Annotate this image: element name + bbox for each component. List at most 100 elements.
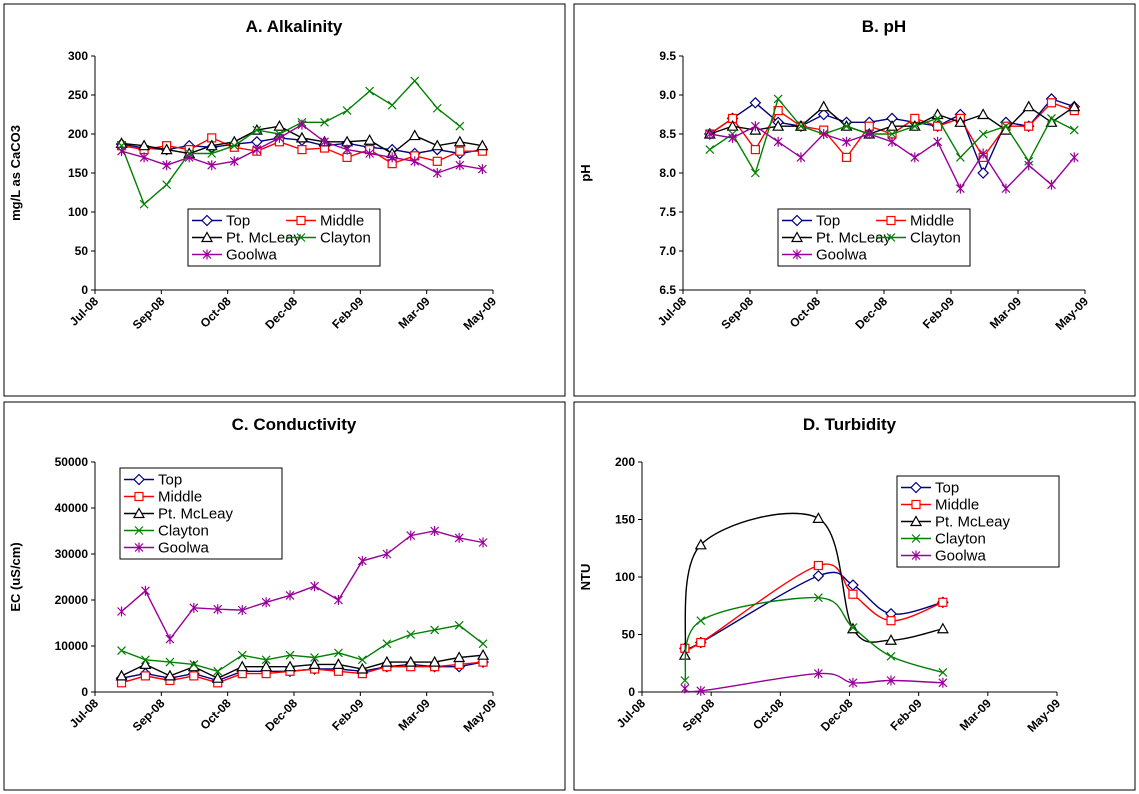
marker <box>848 589 858 599</box>
marker <box>1001 183 1011 194</box>
marker <box>455 121 465 131</box>
marker <box>886 616 896 626</box>
marker <box>455 160 465 171</box>
marker <box>1046 98 1057 108</box>
marker <box>705 129 715 139</box>
legend-label: Pt. McLeay <box>935 514 1011 531</box>
marker <box>261 655 271 665</box>
marker <box>1068 100 1081 112</box>
marker <box>773 136 783 147</box>
y-axis-title: EC (uS/cm) <box>8 542 23 611</box>
marker <box>431 139 444 151</box>
marker <box>138 139 151 151</box>
marker <box>842 121 851 131</box>
y-axis-title: mg/L as CaCO3 <box>8 125 23 221</box>
marker <box>750 121 760 132</box>
series-line <box>121 661 484 684</box>
marker <box>705 145 715 155</box>
marker <box>308 658 321 670</box>
chart-title: C. Conductivity <box>232 415 357 434</box>
marker <box>812 570 825 582</box>
marker <box>750 145 760 155</box>
marker <box>726 119 739 131</box>
marker <box>296 233 306 242</box>
marker <box>163 669 176 681</box>
marker <box>184 152 194 163</box>
marker <box>365 86 375 96</box>
marker <box>237 605 247 616</box>
marker <box>796 121 806 131</box>
marker <box>285 650 295 660</box>
marker <box>887 129 897 139</box>
marker <box>382 549 392 559</box>
chart-panel: C. Conductivity EC (uS/cm) 0 10000 20000 3000… <box>3 401 566 791</box>
marker <box>320 117 329 127</box>
marker <box>410 76 420 86</box>
marker <box>134 491 144 502</box>
marker <box>296 215 306 226</box>
y-tick-label: 0 <box>81 283 88 297</box>
marker <box>476 139 489 151</box>
marker <box>132 507 146 519</box>
marker <box>430 625 440 635</box>
marker <box>134 542 144 553</box>
marker <box>380 655 393 667</box>
y-tick-label: 6.5 <box>659 283 676 297</box>
marker <box>453 651 466 663</box>
marker <box>332 658 345 670</box>
marker <box>205 139 218 151</box>
marker <box>813 560 823 571</box>
marker <box>310 653 319 662</box>
y-tick-label: 200 <box>68 127 88 141</box>
marker <box>406 630 416 639</box>
marker <box>356 662 369 674</box>
marker <box>406 530 416 541</box>
marker <box>453 135 466 147</box>
marker <box>933 113 943 123</box>
marker <box>790 231 804 243</box>
marker <box>749 96 762 109</box>
marker <box>938 668 948 677</box>
y-tick-label: 50 <box>75 244 89 258</box>
legend-label: Clayton <box>320 230 371 247</box>
y-tick-label: 300 <box>68 49 88 63</box>
marker <box>139 658 152 670</box>
marker <box>139 152 149 163</box>
marker <box>936 622 949 634</box>
marker <box>410 156 420 167</box>
series-line <box>121 530 484 641</box>
marker <box>404 655 417 667</box>
marker <box>696 616 706 626</box>
marker <box>162 160 172 171</box>
marker <box>285 590 295 601</box>
marker <box>954 116 967 127</box>
marker <box>477 648 490 660</box>
marker <box>252 125 262 135</box>
series-line <box>120 79 461 206</box>
y-tick-label: 250 <box>68 88 88 102</box>
marker <box>189 671 199 681</box>
y-tick-label: 8.5 <box>659 127 676 141</box>
marker <box>160 143 173 155</box>
marker <box>432 168 442 178</box>
marker <box>910 121 920 131</box>
y-tick-label: 0 <box>628 685 635 699</box>
marker <box>887 136 897 147</box>
legend-label: Top <box>158 472 182 489</box>
marker <box>432 103 442 113</box>
marker <box>237 650 247 660</box>
chart-panel: A. Alkalinity mg/L as CaCO3 0 50 100 150 200 25… <box>3 3 566 397</box>
marker <box>202 249 212 260</box>
marker <box>295 131 308 143</box>
marker <box>1022 100 1035 112</box>
legend-label: Pt. McLeay <box>816 230 892 247</box>
marker <box>813 668 823 679</box>
marker <box>1024 121 1034 131</box>
y-axis-title: NTU <box>578 564 593 591</box>
marker <box>260 660 273 672</box>
marker <box>432 156 442 166</box>
marker <box>773 94 783 104</box>
marker <box>728 132 738 143</box>
